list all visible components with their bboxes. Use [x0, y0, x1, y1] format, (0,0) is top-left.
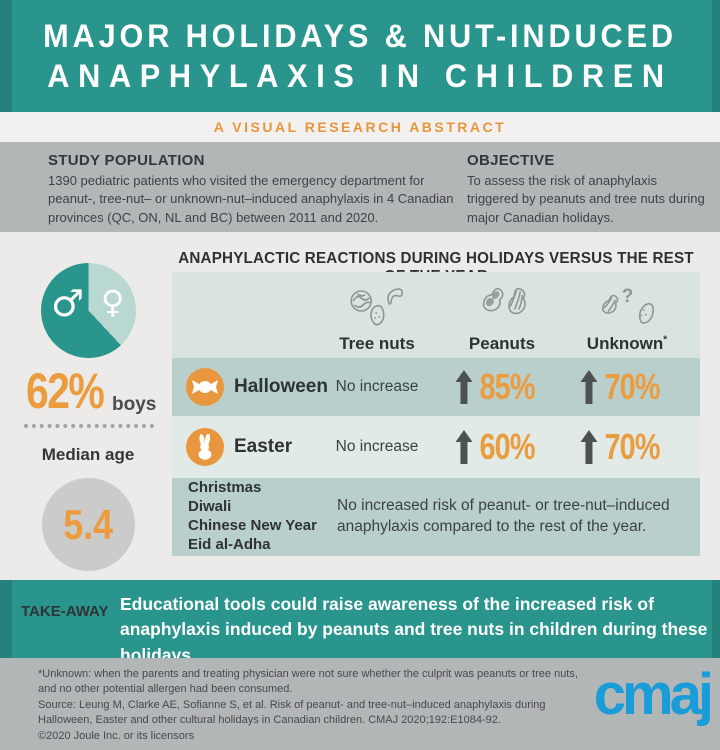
- footnote-text: *Unknown: when the parents and treating …: [38, 668, 578, 695]
- male-icon: ♂: [51, 282, 85, 325]
- holiday-chinese-new-year: Chinese New Year: [188, 517, 317, 534]
- svg-text:?: ?: [622, 286, 634, 307]
- objective-block: OBJECTIVE To assess the risk of anaphyla…: [467, 152, 705, 227]
- study-population-block: STUDY POPULATION 1390 pediatric patients…: [48, 152, 460, 227]
- increase-arrow-icon: [580, 430, 598, 464]
- median-age-circle: 5.4: [42, 478, 135, 571]
- objective-text: To assess the risk of anaphylaxis trigge…: [467, 173, 705, 225]
- boys-label: boys: [112, 394, 157, 415]
- dotted-divider: [24, 424, 154, 428]
- female-icon: ♀: [101, 283, 125, 321]
- header-banner: MAJOR HOLIDAYS & NUT-INDUCED ANAPHYLAXIS…: [0, 0, 720, 112]
- table-row-halloween: Halloween No increase 85% 70%: [172, 358, 700, 416]
- unknown-stat: 70%: [580, 366, 673, 408]
- unknown-stat: 70%: [580, 426, 673, 468]
- holiday-name: Easter: [234, 436, 293, 457]
- holiday-eid-al-adha: Eid al-Adha: [188, 535, 271, 553]
- footer: *Unknown: when the parents and treating …: [0, 658, 720, 750]
- unknown-column-header: ? Unknown*: [587, 284, 667, 354]
- peanuts-percent: 85%: [479, 366, 535, 407]
- takeaway-band: TAKE-AWAY Educational tools could raise …: [0, 580, 720, 665]
- peanuts-column-header: Peanuts: [469, 284, 535, 354]
- median-age-label: Median age: [41, 445, 135, 464]
- tree-nuts-column-header: Tree nuts: [339, 284, 415, 354]
- peanuts-stat: 85%: [455, 366, 548, 408]
- takeaway-text: Educational tools could raise awareness …: [120, 594, 708, 665]
- peanuts-label: Peanuts: [468, 334, 536, 353]
- study-population-heading: STUDY POPULATION: [48, 152, 205, 169]
- page-title-line1: MAJOR HOLIDAYS & NUT-INDUCED: [43, 18, 677, 54]
- holiday-diwali: Diwali: [188, 498, 232, 516]
- tree-nuts-label: Tree nuts: [339, 334, 415, 353]
- tree-nuts-icon: [339, 284, 415, 330]
- takeaway-label: TAKE-AWAY: [21, 603, 109, 620]
- increase-arrow-icon: [455, 430, 473, 464]
- holiday-christmas: Christmas: [188, 479, 262, 497]
- study-population-text: 1390 pediatric patients who visited the …: [48, 173, 454, 225]
- unknown-percent: 70%: [604, 426, 660, 467]
- other-holidays-list: Christmas Diwali Chinese New Year Eid al…: [188, 479, 317, 555]
- main-content: ♂ ♀ 62% boys Median age 5.4 ANAPHYLACTIC…: [0, 232, 720, 580]
- boys-percentage: 62%: [26, 363, 105, 419]
- unknown-label-text: Unknown: [586, 334, 664, 353]
- tree-nuts-value: No increase: [335, 438, 419, 455]
- peanuts-percent: 60%: [479, 426, 535, 467]
- peanuts-icon: [469, 284, 535, 330]
- increase-arrow-icon: [455, 370, 473, 404]
- unknown-asterisk: *: [663, 334, 668, 346]
- holiday-name: Halloween: [234, 376, 328, 397]
- unknown-nut-icon: ?: [587, 284, 667, 330]
- increase-arrow-icon: [580, 370, 598, 404]
- source-citation: Source: Leung M, Clarke AE, Sofianne S, …: [38, 699, 546, 726]
- copyright-text: ©2020 Joule Inc. or its licensors: [38, 730, 195, 742]
- study-objective-band: STUDY POPULATION 1390 pediatric patients…: [0, 142, 720, 232]
- unknown-percent: 70%: [604, 366, 660, 407]
- candy-icon: [186, 368, 224, 406]
- table-header-row: Tree nuts P: [172, 272, 700, 358]
- sex-pie-chart: [41, 263, 136, 358]
- subtitle-banner: A VISUAL RESEARCH ABSTRACT: [0, 112, 720, 142]
- peanuts-stat: 60%: [455, 426, 548, 468]
- subtitle-text: A VISUAL RESEARCH ABSTRACT: [213, 119, 507, 135]
- unknown-label: Unknown*: [587, 334, 667, 354]
- median-age-value: 5.4: [63, 501, 114, 548]
- cmaj-logo: cmaj: [593, 662, 714, 727]
- table-row-easter: Easter No increase 60% 70%: [172, 416, 700, 478]
- objective-heading: OBJECTIVE: [467, 152, 555, 169]
- table-row-other-holidays: Christmas Diwali Chinese New Year Eid al…: [172, 478, 700, 556]
- page-title-line2: ANAPHYLAXIS IN CHILDREN: [47, 58, 673, 94]
- other-holidays-note: No increased risk of peanut- or tree-nut…: [337, 497, 670, 535]
- bunny-icon: [186, 428, 224, 466]
- tree-nuts-value: No increase: [335, 378, 419, 395]
